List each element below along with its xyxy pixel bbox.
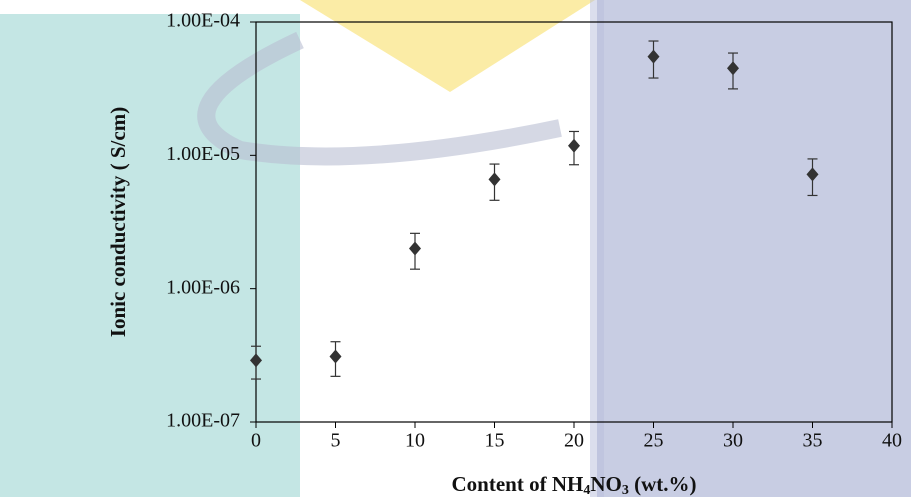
label-part: (wt.%)	[629, 472, 697, 496]
x-tick-label: 10	[405, 430, 425, 452]
marker	[409, 242, 421, 256]
x-tick-label: 25	[644, 430, 664, 452]
y-tick-label: 1.00E-07	[166, 410, 240, 432]
label-part: Content of NH	[452, 472, 584, 496]
x-axis-label: Content of NH4NO3 (wt.%)	[452, 472, 697, 497]
x-tick-label: 15	[485, 430, 505, 452]
x-tick-label: 40	[882, 430, 902, 452]
chart: Content of NH4NO3 (wt.%) Ionic conductiv…	[0, 0, 911, 497]
page: Content of NH4NO3 (wt.%) Ionic conductiv…	[0, 0, 911, 497]
marker	[330, 349, 342, 363]
y-tick-label: 1.00E-06	[166, 276, 240, 298]
marker	[489, 172, 501, 186]
y-tick-label: 1.00E-05	[166, 143, 240, 165]
x-tick-label: 5	[331, 430, 341, 452]
y-axis-label: Ionic conductivity ( S/cm)	[106, 107, 130, 337]
subscript: 3	[622, 483, 629, 497]
x-tick-label: 30	[723, 430, 743, 452]
y-tick-label: 1.00E-04	[166, 10, 240, 32]
marker	[568, 139, 580, 153]
label-part: NO	[590, 472, 622, 496]
subscript: 4	[583, 483, 590, 497]
x-tick-label: 20	[564, 430, 584, 452]
x-tick-label: 35	[803, 430, 823, 452]
x-tick-label: 0	[251, 430, 261, 452]
